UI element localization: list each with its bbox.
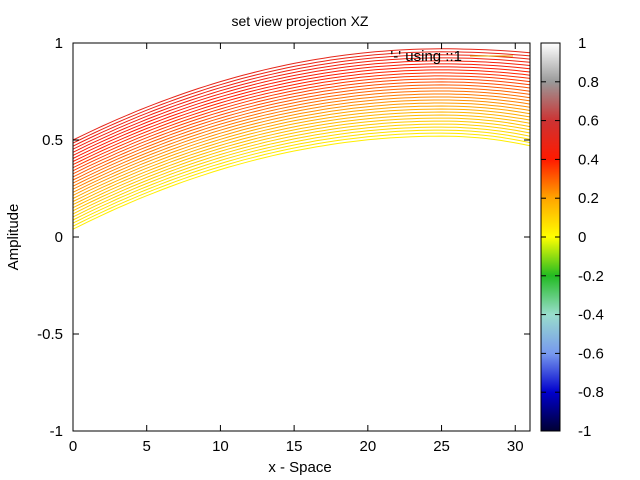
colorbar-tick-label: 1	[578, 35, 586, 52]
series-line	[72, 90, 531, 184]
plot-lines	[72, 48, 531, 230]
colorbar-tick-label: -0.4	[578, 307, 604, 324]
chart-title: set view projection XZ	[232, 13, 369, 29]
x-tick-label: 25	[433, 438, 450, 455]
colorbar-ticks: -1 -0.8 -0.6 -0.4 -0.2 0 0.2 0.4 0.6 0.8 1	[541, 35, 604, 440]
colorbar-tick-label: -0.8	[578, 384, 604, 401]
series-line	[72, 93, 531, 187]
legend: '-' using ::1	[390, 48, 513, 65]
series-line	[72, 57, 531, 150]
y-tick-label: 1	[55, 35, 63, 52]
colorbar-tick-label: -1	[578, 423, 591, 440]
series-line	[72, 129, 531, 224]
series-line	[72, 132, 531, 227]
series-line	[72, 105, 531, 199]
y-axis-label: Amplitude	[5, 204, 22, 271]
y-tick-label: -1	[50, 423, 63, 440]
legend-label: '-' using ::1	[390, 48, 462, 65]
series-line	[72, 48, 531, 141]
series-line	[72, 96, 531, 190]
series-line	[72, 69, 531, 162]
x-ticks: 0 5 10 15 20 25 30	[69, 43, 524, 455]
series-line	[72, 135, 531, 230]
series-line	[72, 87, 531, 181]
x-tick-label: 20	[359, 438, 376, 455]
x-tick-label: 10	[212, 438, 229, 455]
y-tick-label: -0.5	[37, 326, 63, 343]
x-tick-label: 15	[286, 438, 303, 455]
x-tick-label: 30	[507, 438, 524, 455]
colorbar-tick-label: -0.6	[578, 345, 604, 362]
series-line	[72, 117, 531, 212]
series-line	[72, 120, 531, 215]
series-line	[72, 54, 531, 147]
series-line	[72, 111, 531, 206]
series-line	[72, 123, 531, 218]
series-line	[72, 63, 531, 156]
colorbar-tick-label: 0	[578, 229, 586, 246]
y-tick-label: 0.5	[42, 132, 63, 149]
series-line	[72, 60, 531, 153]
x-axis-label: x - Space	[268, 459, 331, 476]
series-line	[72, 75, 531, 169]
series-line	[72, 81, 531, 175]
series-line	[72, 78, 531, 172]
series-line	[72, 102, 531, 196]
y-ticks: -1 -0.5 0 0.5 1	[37, 35, 530, 440]
series-line	[72, 99, 531, 193]
y-tick-label: 0	[55, 229, 63, 246]
series-line	[72, 108, 531, 202]
series-line	[72, 66, 531, 159]
colorbar-tick-label: 0.8	[578, 74, 599, 91]
series-line	[72, 84, 531, 178]
colorbar-tick-label: 0.6	[578, 113, 599, 130]
x-tick-label: 5	[143, 438, 151, 455]
colorbar-tick-label: 0.2	[578, 190, 599, 207]
colorbar-tick-label: 0.4	[578, 151, 599, 168]
series-line	[72, 114, 531, 209]
colorbar-tick-label: -0.2	[578, 268, 604, 285]
series-line	[72, 51, 531, 144]
series-line	[72, 126, 531, 221]
series-line	[72, 72, 531, 166]
x-tick-label: 0	[69, 438, 77, 455]
